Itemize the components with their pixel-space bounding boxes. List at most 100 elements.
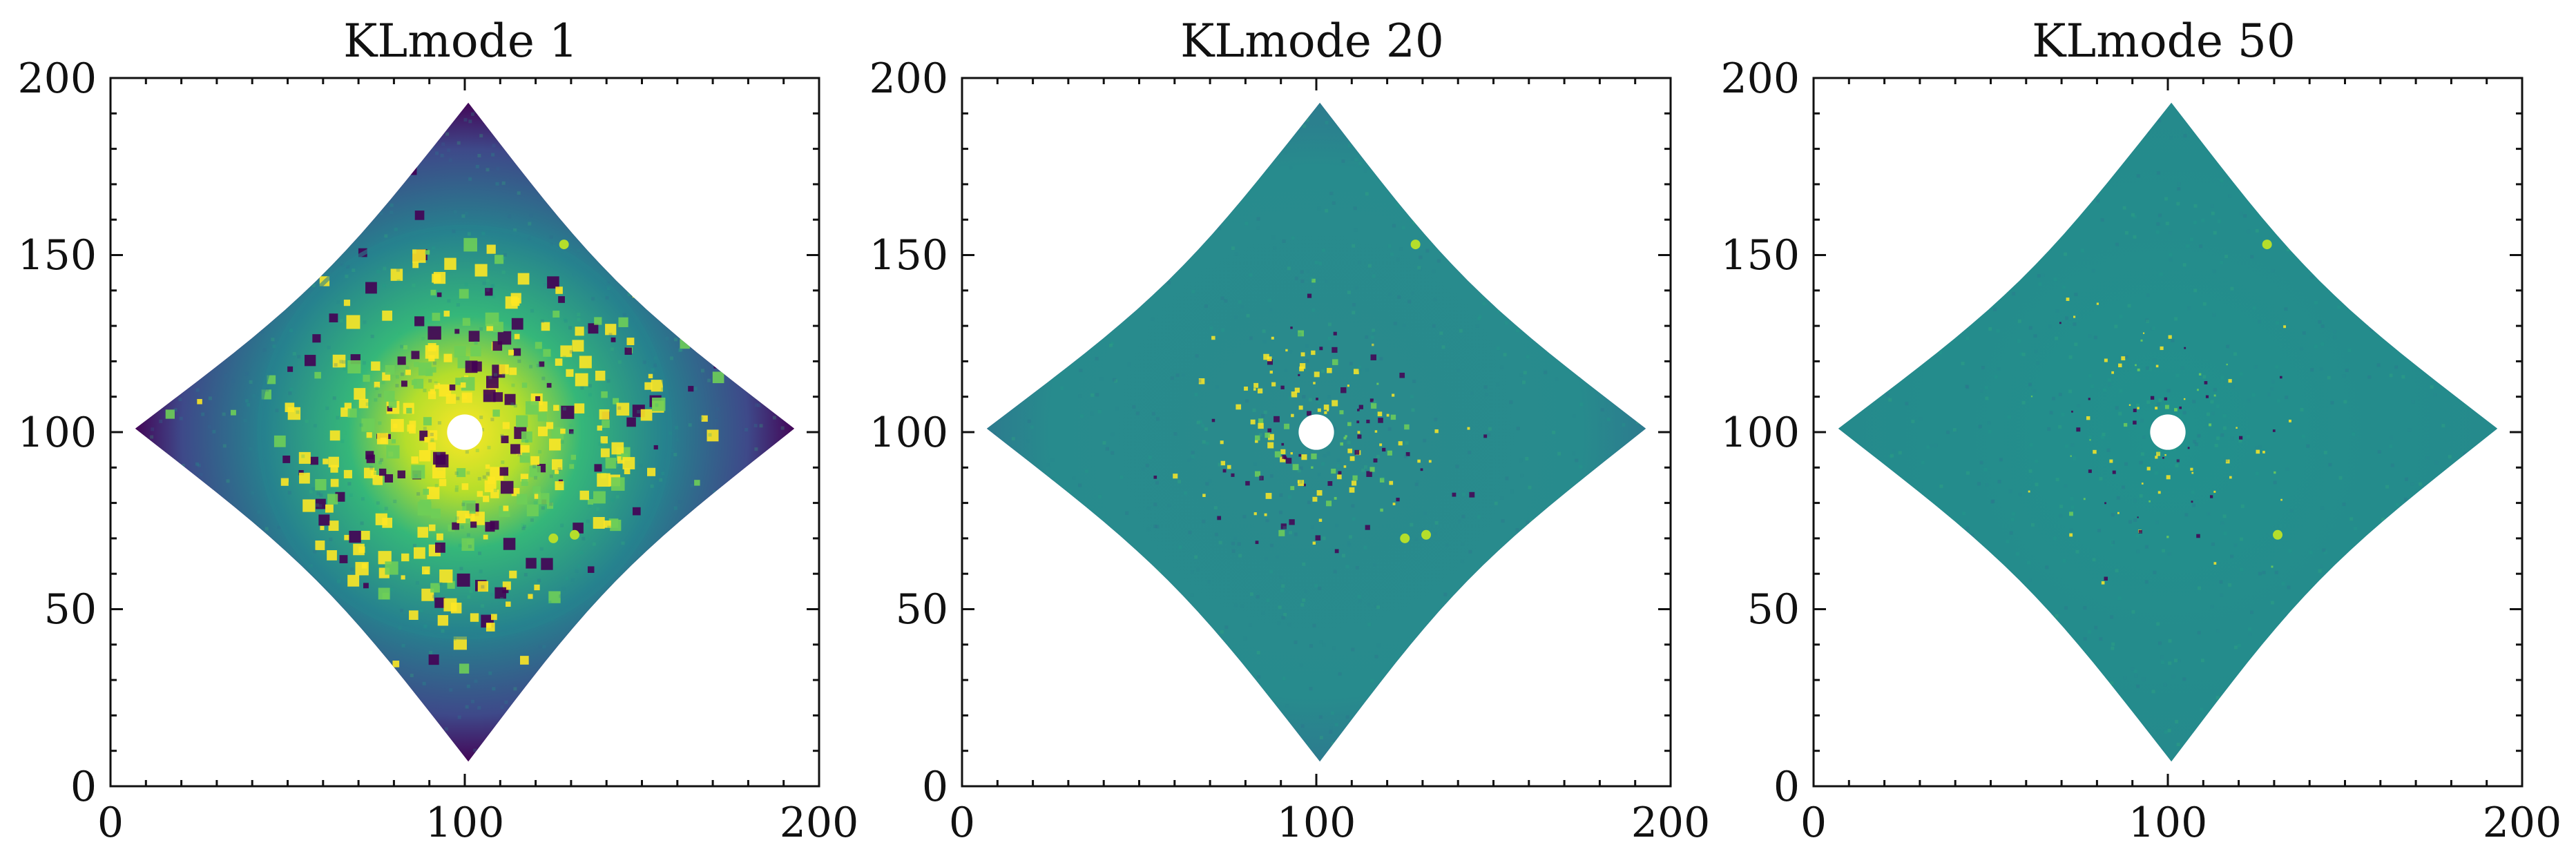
y-tick-label-0: 0: [922, 763, 948, 811]
noise-pixel: [757, 403, 761, 407]
speckle: [439, 478, 447, 487]
noise-pixel: [1530, 625, 1534, 630]
noise-pixel: [1011, 437, 1015, 441]
speckle: [632, 222, 637, 227]
noise-pixel: [2261, 202, 2265, 206]
noise-pixel: [222, 164, 227, 168]
noise-pixel: [1441, 345, 1445, 349]
noise-pixel: [560, 440, 564, 444]
noise-pixel: [1332, 646, 1336, 650]
noise-pixel: [2099, 476, 2103, 480]
noise-pixel: [1910, 188, 1914, 192]
noise-pixel: [1895, 652, 1899, 656]
noise-pixel: [731, 124, 735, 128]
speckle: [1352, 475, 1358, 480]
noise-pixel: [1229, 205, 1233, 209]
noise-pixel: [1079, 369, 1083, 373]
noise-pixel: [2227, 692, 2231, 696]
noise-pixel: [726, 499, 730, 503]
noise-pixel: [1508, 232, 1512, 236]
noise-pixel: [1099, 377, 1104, 381]
noise-pixel: [487, 445, 491, 449]
noise-pixel: [1640, 308, 1644, 312]
speckle: [1278, 529, 1285, 536]
noise-pixel: [1954, 429, 1958, 434]
noise-pixel: [293, 645, 297, 649]
noise-pixel: [1124, 661, 1128, 665]
noise-pixel: [990, 366, 994, 370]
noise-pixel: [1000, 679, 1004, 683]
noise-pixel: [339, 360, 343, 364]
noise-pixel: [1845, 227, 1849, 231]
noise-pixel: [1363, 545, 1367, 549]
noise-pixel: [570, 578, 575, 582]
noise-pixel: [704, 284, 709, 288]
noise-pixel: [1889, 533, 1893, 537]
speckle: [285, 402, 295, 413]
speckle: [566, 369, 574, 377]
noise-pixel: [222, 184, 227, 188]
noise-pixel: [639, 463, 643, 467]
noise-pixel: [1273, 246, 1277, 250]
noise-pixel: [1146, 140, 1151, 144]
noise-pixel: [477, 705, 481, 710]
noise-pixel: [2122, 485, 2126, 489]
noise-pixel: [2128, 719, 2133, 723]
speckle: [1469, 491, 1475, 498]
noise-pixel: [2177, 659, 2181, 663]
noise-pixel: [2117, 708, 2121, 712]
speckle: [411, 456, 419, 464]
speckle: [339, 555, 348, 563]
speckle: [617, 456, 625, 464]
noise-pixel: [1970, 548, 1974, 552]
noise-pixel: [1169, 240, 1173, 244]
noise-pixel: [1188, 530, 1192, 534]
noise-pixel: [2331, 224, 2335, 228]
noise-pixel: [1141, 467, 1145, 471]
noise-pixel: [2427, 525, 2431, 529]
noise-pixel: [488, 671, 492, 675]
noise-pixel: [1989, 222, 1993, 226]
noise-pixel: [383, 266, 387, 271]
noise-pixel: [746, 720, 750, 724]
noise-pixel: [2070, 496, 2074, 500]
noise-pixel: [1481, 674, 1485, 678]
noise-pixel: [544, 283, 548, 287]
noise-pixel: [1321, 462, 1325, 466]
speckle: [1349, 487, 1355, 493]
speckle: [1265, 432, 1270, 438]
noise-pixel: [1256, 651, 1260, 655]
noise-pixel: [410, 674, 414, 678]
noise-pixel: [1588, 704, 1592, 708]
noise-pixel: [611, 584, 615, 588]
noise-pixel: [1195, 728, 1199, 732]
noise-pixel: [179, 219, 183, 223]
noise-pixel: [468, 177, 472, 181]
speckle: [624, 347, 632, 355]
noise-pixel: [492, 144, 496, 148]
noise-pixel: [2118, 411, 2122, 416]
noise-pixel: [776, 755, 780, 759]
noise-pixel: [2021, 400, 2026, 405]
noise-pixel: [731, 128, 735, 133]
noise-pixel: [474, 679, 478, 683]
noise-pixel: [2239, 372, 2243, 376]
noise-pixel: [394, 693, 398, 697]
noise-pixel: [1263, 410, 1267, 414]
noise-pixel: [2290, 216, 2294, 220]
noise-pixel: [500, 705, 504, 710]
noise-pixel: [1432, 324, 1436, 328]
noise-pixel: [1187, 607, 1191, 612]
noise-pixel: [488, 376, 492, 380]
speckle: [349, 530, 361, 543]
noise-pixel: [2458, 216, 2462, 220]
noise-pixel: [465, 450, 469, 454]
noise-pixel: [2157, 213, 2162, 217]
noise-pixel: [1050, 477, 1055, 481]
noise-pixel: [1599, 166, 1604, 170]
noise-pixel: [2106, 448, 2111, 452]
noise-pixel: [2183, 134, 2187, 138]
noise-pixel: [1459, 329, 1463, 333]
noise-pixel: [1008, 207, 1012, 211]
noise-pixel: [2077, 757, 2081, 761]
